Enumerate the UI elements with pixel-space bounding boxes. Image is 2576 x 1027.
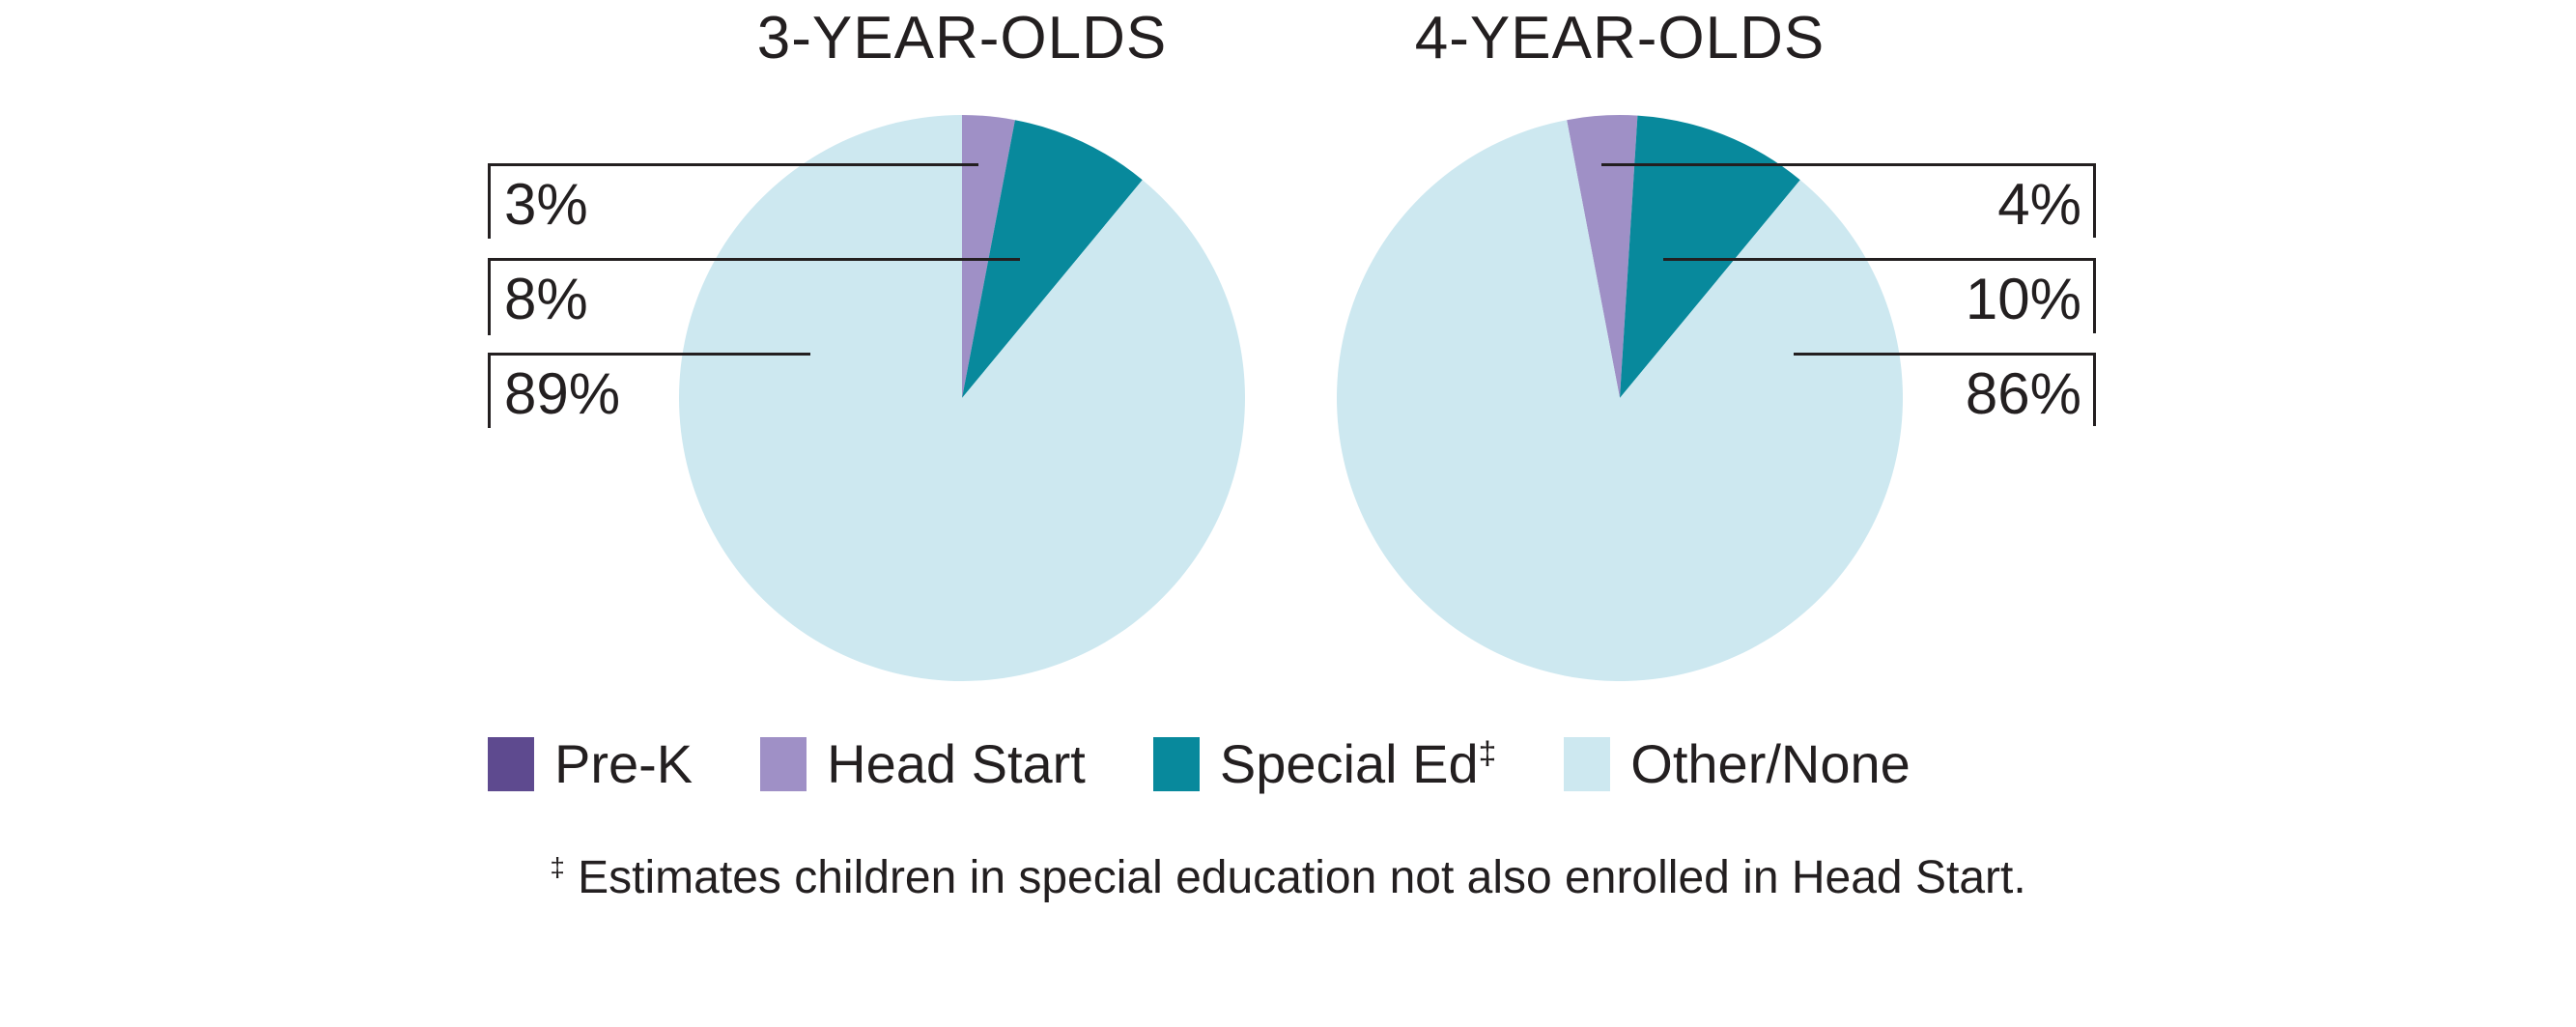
leader-line-10pct-horizontal: [1663, 258, 2096, 261]
leader-line-89pct-horizontal: [488, 353, 810, 356]
leader-line-10pct-vertical: [2093, 258, 2096, 333]
callout-label-other-none-4yo: 86%: [1965, 361, 2081, 426]
pie-slice-special-ed: [962, 120, 1143, 398]
pie-title-4-year-olds: 4-YEAR-OLDS: [1414, 5, 1826, 71]
legend-item-pre-k: Pre-K: [488, 737, 693, 791]
legend-swatch-special-ed: [1152, 737, 1200, 791]
leader-line-89pct-vertical: [488, 353, 491, 428]
leader-line-3pct-horizontal: [488, 163, 978, 166]
footnote: ‡ Estimates children in special educatio…: [0, 850, 2576, 906]
legend-special-ed-footnote-marker: ‡: [1478, 735, 1497, 772]
legend-swatch-other-none: [1564, 737, 1611, 791]
legend-label-special-ed: Special Ed‡: [1220, 737, 1496, 791]
callout-label-special-ed-4yo: 10%: [1965, 267, 2081, 331]
legend-item-special-ed: Special Ed‡: [1152, 737, 1496, 791]
legend-label-other-none: Other/None: [1630, 733, 1911, 794]
pie-title-3-year-olds: 3-YEAR-OLDS: [756, 5, 1168, 71]
footnote-marker: ‡: [550, 852, 565, 882]
footnote-text: Estimates children in special education …: [578, 852, 2026, 903]
leader-line-4pct-vertical: [2093, 163, 2096, 238]
pie-slice-head-start: [1567, 115, 1638, 398]
legend-swatch-head-start: [760, 737, 807, 791]
legend-label-special-ed-text: Special Ed: [1219, 733, 1479, 794]
leader-line-8pct-vertical: [488, 258, 491, 335]
leader-line-8pct-horizontal: [488, 258, 1020, 261]
leader-line-86pct-vertical: [2093, 353, 2096, 426]
legend-label-pre-k: Pre-K: [554, 733, 694, 794]
leader-line-86pct-horizontal: [1794, 353, 2096, 356]
pie-slice-other-none: [679, 115, 1246, 681]
leader-line-3pct-vertical: [488, 163, 491, 239]
legend-item-other-none: Other/None: [1564, 737, 1911, 791]
leader-line-4pct-horizontal: [1601, 163, 2096, 166]
pie-3-year-olds: [679, 115, 1246, 681]
callout-label-special-ed-3yo: 8%: [504, 267, 588, 331]
legend-swatch-pre-k: [488, 737, 534, 791]
callout-label-head-start-3yo: 3%: [504, 172, 588, 237]
pie-slice-head-start: [962, 115, 1015, 398]
callout-label-other-none-3yo: 89%: [504, 361, 621, 426]
legend-label-head-start: Head Start: [827, 733, 1086, 794]
legend: Pre-K Head Start Special Ed‡ Other/None: [488, 737, 1911, 791]
legend-item-head-start: Head Start: [760, 737, 1086, 791]
callout-label-head-start-4yo: 4%: [1997, 172, 2081, 237]
pie-slice-special-ed: [1620, 115, 1800, 398]
